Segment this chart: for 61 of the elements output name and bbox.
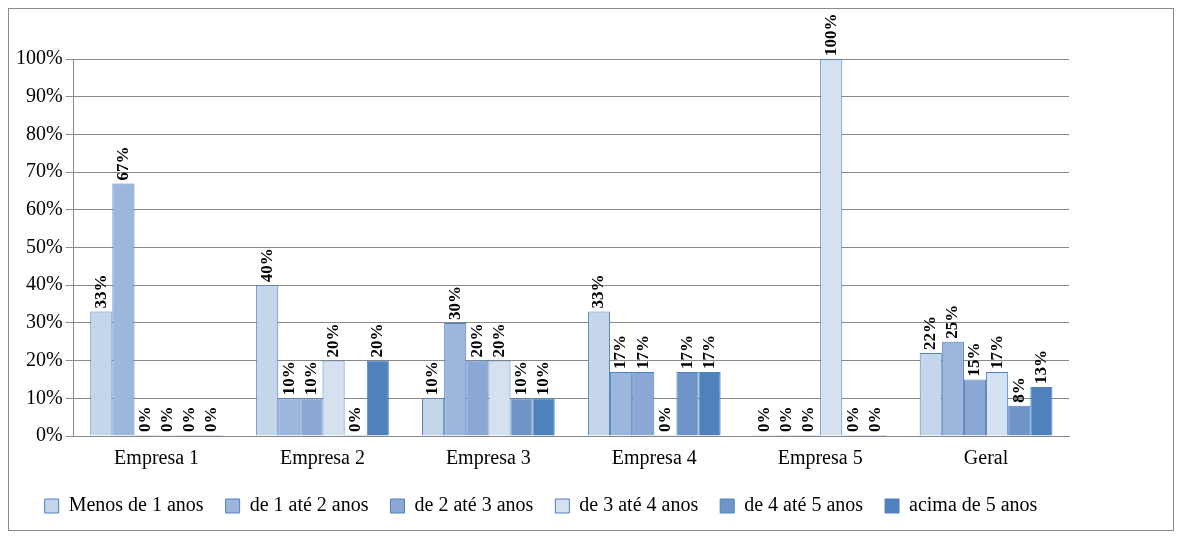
data-label: 0%: [654, 406, 674, 432]
data-label: 15%: [964, 342, 984, 377]
data-label: 33%: [90, 274, 110, 309]
y-tick-label: 80%: [25, 121, 63, 144]
data-label: 0%: [345, 406, 365, 432]
data-label: 10%: [510, 361, 530, 396]
data-label: 10%: [533, 361, 553, 396]
data-label: 17%: [632, 334, 652, 369]
data-label: 20%: [466, 323, 486, 358]
data-label: 17%: [698, 334, 718, 369]
y-tick-label: 10%: [25, 385, 63, 408]
data-label: 40%: [256, 248, 276, 283]
data-label: 0%: [842, 406, 862, 432]
x-tick-label: Empresa 3: [445, 446, 531, 470]
data-label: 20%: [488, 323, 508, 358]
data-label: 25%: [942, 304, 962, 339]
y-tick-label: 30%: [25, 310, 63, 333]
data-label: 17%: [986, 334, 1006, 369]
data-label: 0%: [179, 406, 199, 432]
data-label: 0%: [201, 406, 221, 432]
y-tick-label: 60%: [25, 197, 63, 220]
y-tick-label: 0%: [35, 423, 63, 446]
data-label: 0%: [754, 406, 774, 432]
bar: [532, 398, 555, 436]
legend-label: de 1 até 2 anos: [249, 493, 369, 516]
x-tick-label: Empresa 1: [114, 446, 200, 470]
x-tick-label: Empresa 5: [777, 446, 863, 470]
x-tick-label: Empresa 2: [280, 446, 365, 470]
data-label: 0%: [134, 406, 154, 432]
data-label: 22%: [920, 316, 940, 351]
data-label: 17%: [676, 334, 696, 369]
legend-label: acima de 5 anos: [909, 493, 1038, 516]
data-label: 10%: [278, 361, 298, 396]
data-label: 67%: [112, 146, 132, 181]
data-label: 20%: [367, 323, 387, 358]
legend-label: de 2 até 3 anos: [414, 493, 534, 516]
data-label: 13%: [1030, 349, 1050, 384]
data-label: 17%: [610, 334, 630, 369]
data-label: 0%: [157, 406, 177, 432]
legend-label: Menos de 1 anos: [68, 493, 204, 516]
y-tick-label: 40%: [25, 272, 63, 295]
data-label: 10%: [300, 361, 320, 396]
y-tick-label: 70%: [25, 159, 63, 182]
data-label: 8%: [1008, 377, 1028, 403]
bar: [366, 360, 389, 436]
x-tick-label: Geral: [963, 446, 1009, 469]
y-tick-label: 100%: [15, 46, 63, 69]
data-label: 33%: [588, 274, 608, 309]
data-label: 20%: [322, 323, 342, 358]
y-tick-label: 90%: [25, 83, 63, 106]
data-label: 0%: [798, 406, 818, 432]
legend-label: de 3 até 4 anos: [579, 493, 699, 516]
data-label: 0%: [864, 406, 884, 432]
x-tick-label: Empresa 4: [611, 446, 697, 470]
y-tick-label: 50%: [25, 234, 63, 257]
data-label: 10%: [422, 361, 442, 396]
legend-label: de 4 até 5 anos: [744, 493, 864, 516]
data-label: 30%: [444, 285, 464, 320]
data-label: 100%: [820, 13, 840, 56]
data-label: 0%: [776, 406, 796, 432]
y-tick-label: 20%: [25, 347, 63, 370]
